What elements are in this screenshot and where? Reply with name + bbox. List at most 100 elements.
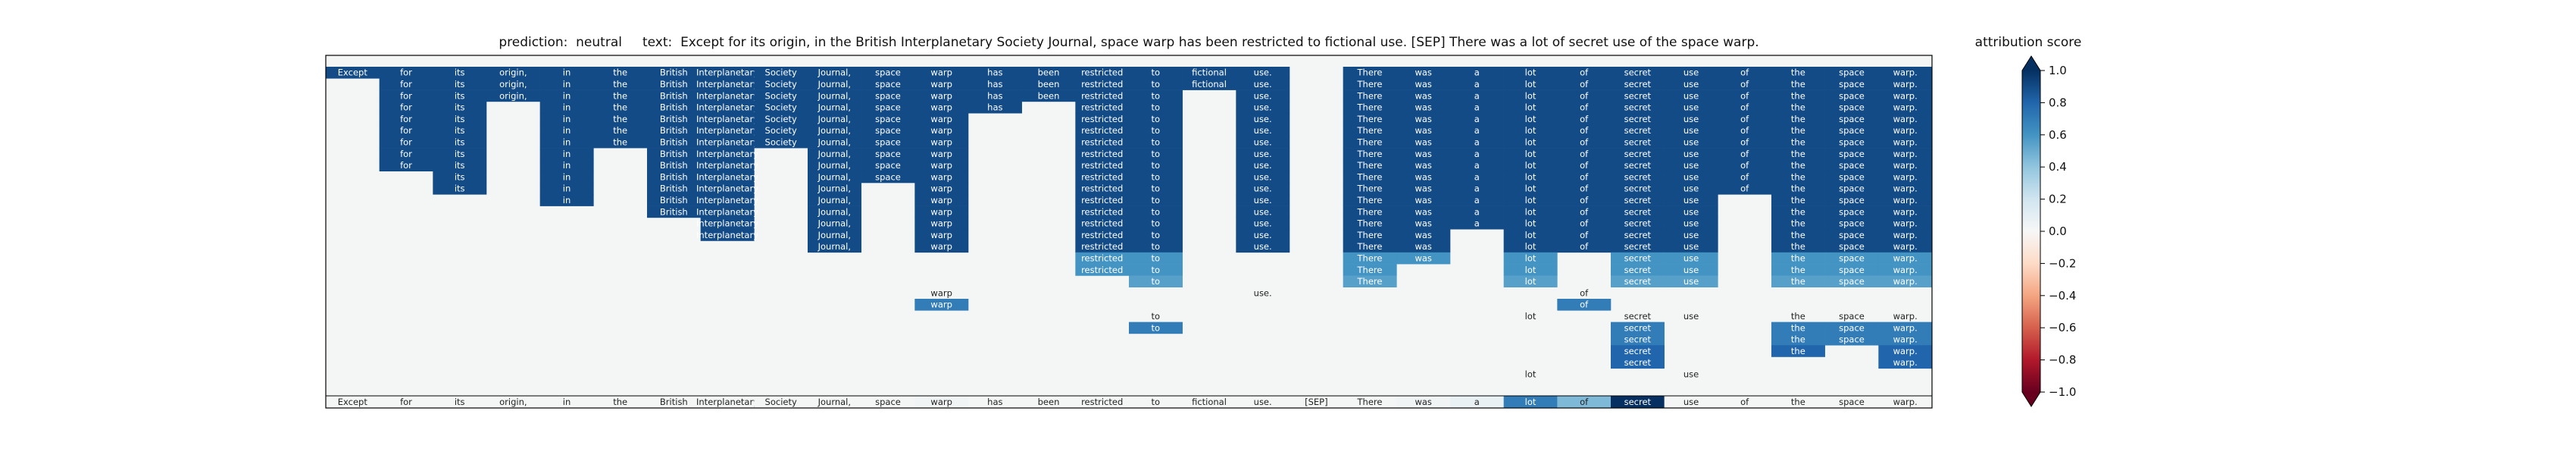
heatmap-cell	[1557, 240, 1612, 253]
cell-token-label: British	[660, 195, 688, 206]
heatmap-cell	[808, 89, 861, 102]
heatmap-cell	[1182, 67, 1236, 79]
heatmap-cell	[1611, 264, 1665, 276]
cell-token-label: warp	[930, 287, 952, 298]
heatmap-cell	[1824, 310, 1879, 322]
heatmap-cell	[1611, 101, 1665, 114]
heatmap-cell	[700, 148, 755, 160]
heatmap-cell	[1771, 101, 1825, 114]
cell-token-label: Society	[765, 90, 797, 101]
heatmap-cell	[754, 67, 808, 79]
cell-token-label: in	[563, 171, 571, 182]
cell-token-label: its	[455, 102, 465, 113]
cell-token-label: space	[875, 90, 901, 101]
cell-token-label: lot	[1525, 171, 1537, 182]
heatmap-cell	[433, 159, 487, 171]
heatmap-cell	[1771, 148, 1825, 160]
cell-token-label: of	[1580, 300, 1589, 310]
cell-token-label: secret	[1624, 149, 1652, 159]
heatmap-cell	[1075, 67, 1130, 79]
baseline-cell	[486, 396, 540, 408]
cell-token-label: secret	[1624, 90, 1652, 101]
heatmap-cell	[1129, 194, 1183, 206]
cell-token-label: its	[455, 184, 465, 194]
cell-token-label: British	[660, 114, 688, 124]
cell-token-label: British	[660, 102, 688, 113]
cell-token-label: secret	[1624, 171, 1652, 182]
cell-token-label: in	[563, 67, 571, 78]
cell-token-label: to	[1152, 79, 1161, 89]
heatmap-cell	[1129, 89, 1183, 102]
baseline-cell	[433, 396, 487, 408]
cell-token-label: British	[660, 171, 688, 182]
heatmap-cell	[808, 67, 861, 79]
heatmap-cell	[647, 67, 701, 79]
cell-token-label: warp	[930, 184, 952, 194]
heatmap-cell	[433, 89, 487, 102]
heatmap-cell	[808, 171, 861, 184]
heatmap-cell	[1718, 136, 1772, 149]
cell-token-label: lot	[1525, 206, 1537, 217]
cell-token-label: the	[613, 136, 627, 147]
cell-token-label: restricted	[1081, 253, 1123, 263]
heatmap-cell	[914, 229, 969, 241]
baseline-token-label: [SEP]	[1305, 397, 1327, 407]
cell-token-label: its	[455, 136, 465, 147]
heatmap-cell	[433, 148, 487, 160]
heatmap-cell	[1824, 171, 1879, 184]
heatmap-cell	[647, 194, 701, 206]
heatmap-cell	[647, 206, 701, 218]
heatmap-cell	[1236, 101, 1290, 114]
heatmap-cell	[1878, 113, 1933, 125]
heatmap-cell	[1129, 310, 1183, 322]
heatmap-cell	[1129, 67, 1183, 79]
heatmap-cell	[808, 229, 861, 241]
heatmap-cell	[1075, 136, 1130, 149]
cell-token-label: secret	[1624, 102, 1652, 113]
cell-token-label: Interplanetary	[696, 149, 758, 159]
heatmap-cell	[808, 78, 861, 90]
cell-token-label: warp.	[1893, 230, 1918, 240]
cell-token-label: to	[1152, 218, 1161, 229]
cell-token-label: of	[1580, 230, 1589, 240]
baseline-token-label: been	[1038, 397, 1060, 407]
heatmap-cell	[1075, 171, 1130, 184]
heatmap-cell	[1878, 275, 1933, 287]
heatmap-cell	[1878, 67, 1933, 79]
heatmap-cell	[1450, 206, 1504, 218]
heatmap-cell	[379, 148, 433, 160]
heatmap-cell	[1664, 206, 1718, 218]
heatmap-cell	[1824, 217, 1879, 230]
heatmap-cell	[1771, 124, 1825, 137]
cell-token-label: Society	[765, 79, 797, 89]
heatmap-cell	[1343, 89, 1397, 102]
cell-token-label: British	[660, 206, 688, 217]
heatmap-cell	[1129, 217, 1183, 230]
cell-token-label: in	[563, 79, 571, 89]
cell-token-label: Interplanetary	[696, 171, 758, 182]
heatmap-cell	[539, 171, 594, 184]
cell-token-label: Society	[765, 136, 797, 147]
heatmap-cell	[1611, 78, 1665, 90]
heatmap-cell	[1450, 124, 1504, 137]
heatmap-cell	[1450, 194, 1504, 206]
heatmap-cell	[1664, 148, 1718, 160]
colorbar-tick-label: −0.2	[2049, 256, 2076, 270]
baseline-token-label: use	[1683, 397, 1699, 407]
heatmap-cell	[700, 78, 755, 90]
cell-token-label: in	[563, 114, 571, 124]
heatmap-cell	[1611, 229, 1665, 241]
heatmap-cell	[1343, 240, 1397, 253]
heatmap-cell	[808, 148, 861, 160]
cell-token-label: been	[1038, 90, 1060, 101]
colorbar-tick-label: 0.8	[2049, 96, 2067, 109]
heatmap-cell	[1557, 159, 1612, 171]
cell-token-label: of	[1580, 195, 1589, 206]
cell-token-label: secret	[1624, 253, 1652, 263]
heatmap-cell	[1557, 206, 1612, 218]
cell-token-label: its	[455, 149, 465, 159]
cell-token-label: use	[1683, 206, 1699, 217]
cell-token-label: the	[1791, 90, 1805, 101]
cell-token-label: secret	[1624, 265, 1652, 275]
cell-token-label: the	[1791, 276, 1805, 287]
